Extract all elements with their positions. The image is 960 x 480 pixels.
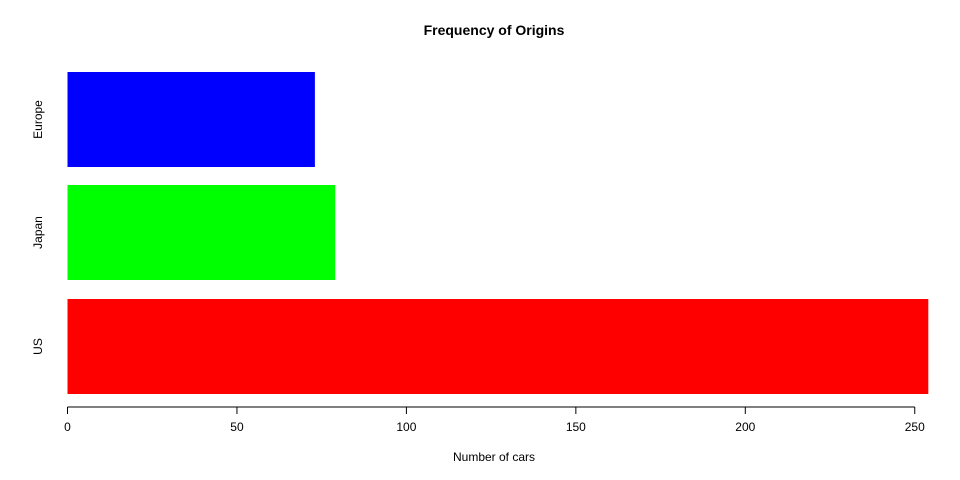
x-tick-label-200: 200	[735, 420, 755, 434]
bar-japan	[67, 185, 336, 280]
x-axis: 0 50 100 150 200 250	[64, 406, 925, 434]
y-axis-labels: US Japan Europe	[31, 100, 45, 355]
bars-group	[67, 72, 929, 394]
chart-title: Frequency of Origins	[424, 22, 565, 38]
y-tick-label-europe: Europe	[31, 100, 45, 139]
bar-europe	[67, 72, 315, 167]
bar-us	[67, 299, 929, 394]
x-tick-label-50: 50	[230, 420, 244, 434]
x-tick-label-100: 100	[396, 420, 416, 434]
x-tick-label-150: 150	[566, 420, 586, 434]
x-axis-label: Number of cars	[453, 450, 535, 464]
y-tick-label-us: US	[31, 338, 45, 355]
x-tick-label-0: 0	[64, 420, 71, 434]
y-tick-label-japan: Japan	[31, 216, 45, 249]
x-tick-label-250: 250	[905, 420, 925, 434]
